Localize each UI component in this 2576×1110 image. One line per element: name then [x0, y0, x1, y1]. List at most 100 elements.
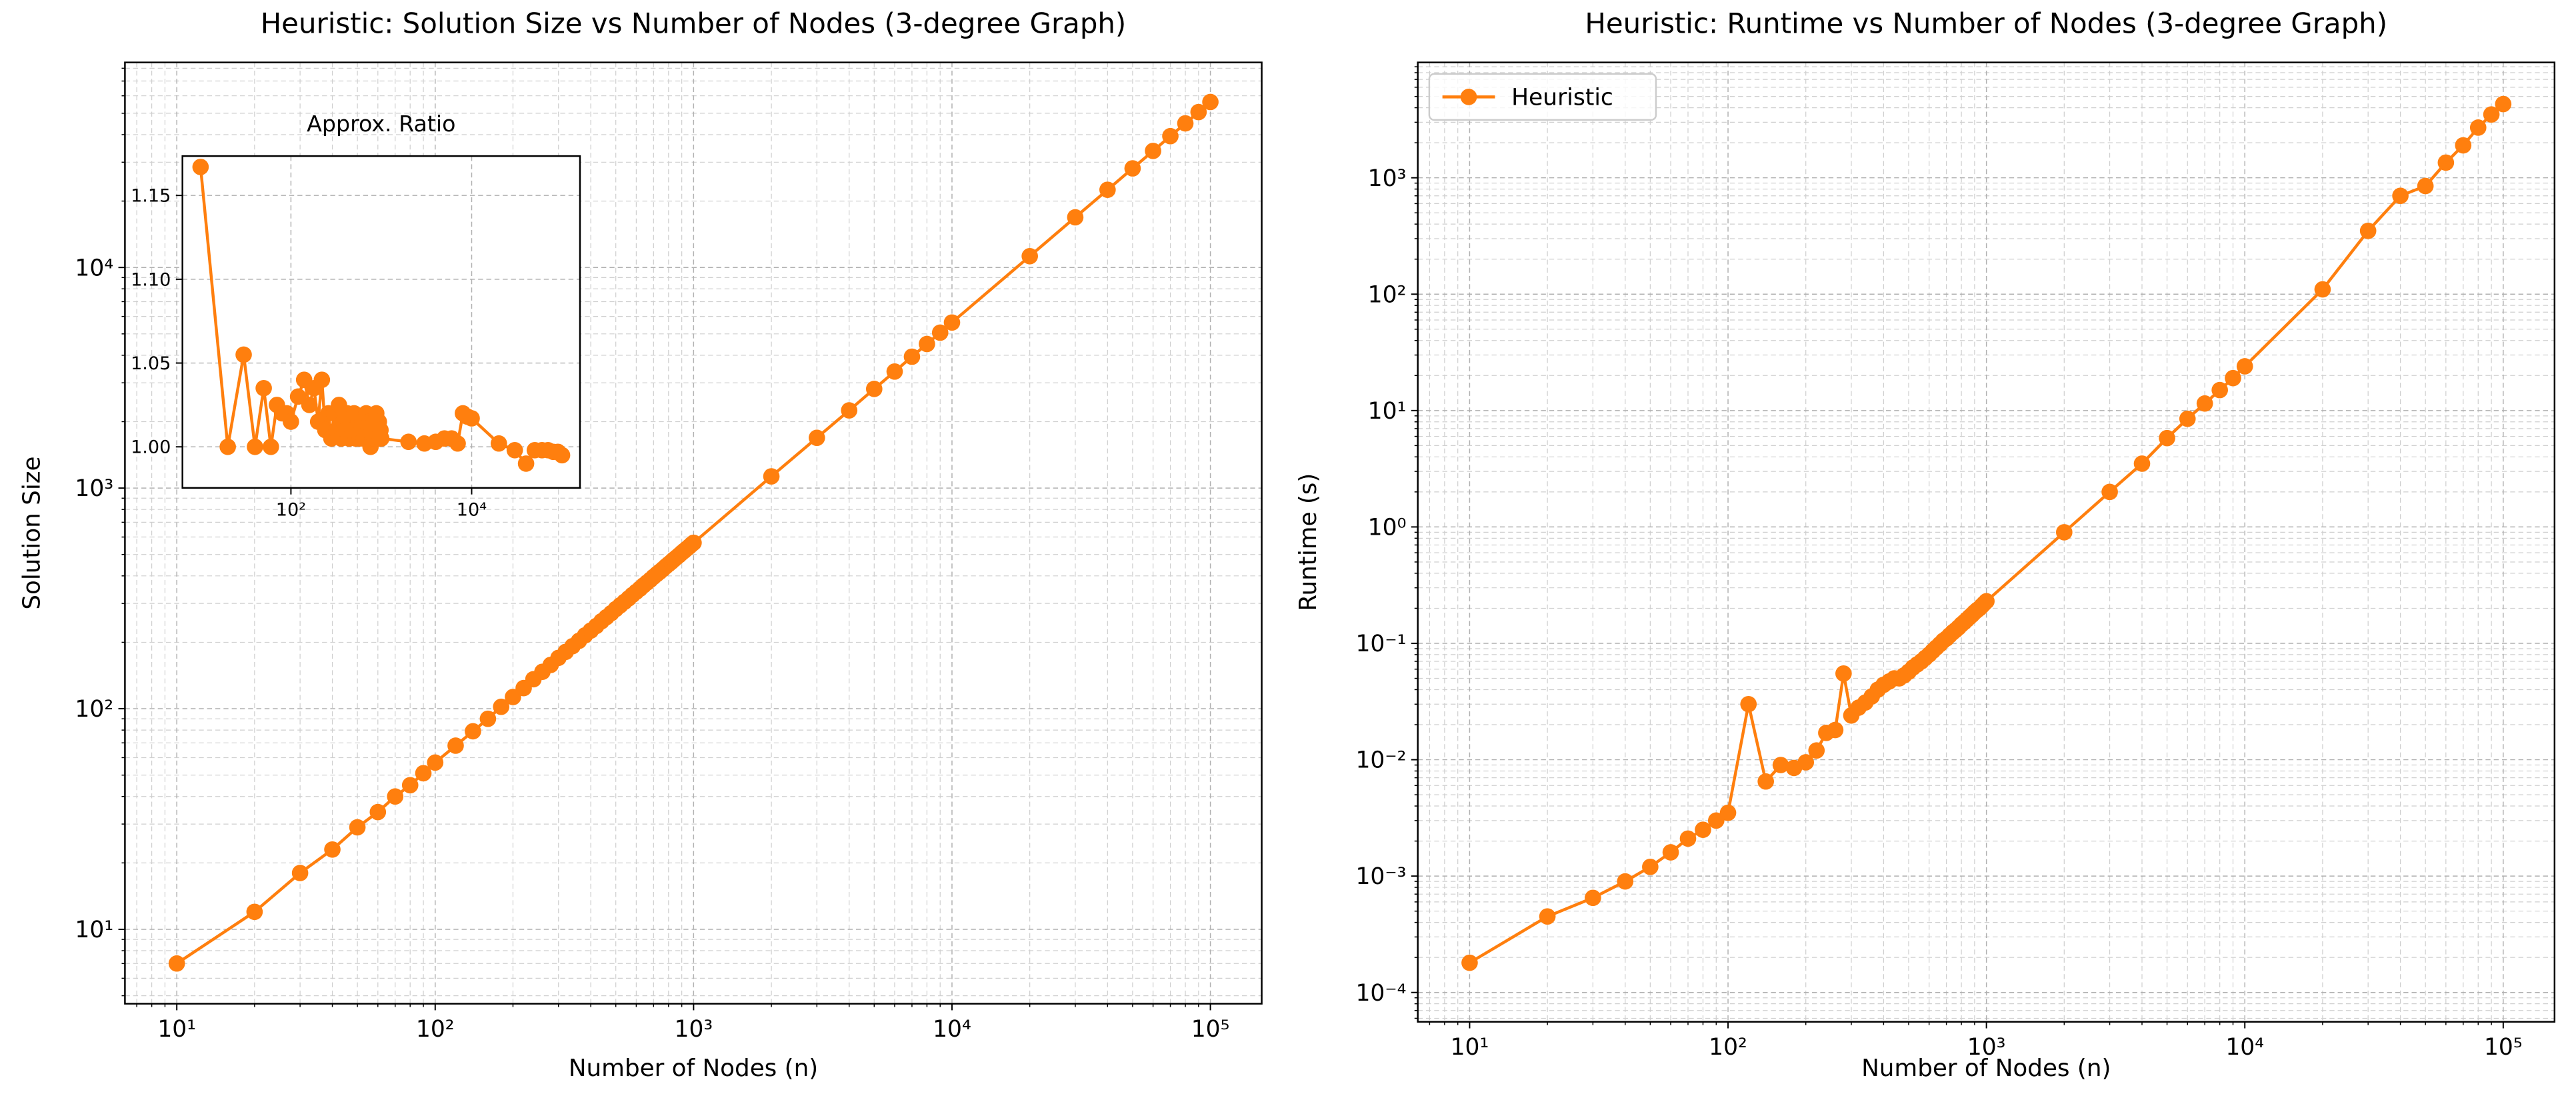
legend-box [1428, 73, 1657, 121]
x-tick-label: 10¹ [157, 1016, 196, 1043]
marker [1162, 127, 1179, 145]
marker [2236, 358, 2253, 375]
marker [2437, 154, 2455, 171]
marker [865, 381, 883, 397]
y-tick-label: 10¹ [1368, 398, 1407, 425]
marker [1835, 665, 1852, 682]
marker [2159, 429, 2175, 447]
x-tick-label: 10³ [1967, 1034, 2006, 1061]
legend-marker [1460, 89, 1477, 105]
marker [2055, 524, 2073, 541]
marker [247, 438, 263, 455]
y-tick-label: 10⁻² [1356, 747, 1407, 774]
marker [463, 410, 480, 427]
marker [400, 433, 417, 451]
marker [465, 723, 481, 740]
axes-frame [124, 61, 1263, 1005]
y-tick-label: 10² [1368, 281, 1407, 308]
marker [1662, 844, 1679, 861]
marker [263, 438, 279, 455]
subplot: 10² 10⁴ 1.00 1.05 1.10 1.15 Approx. Ratio [131, 111, 581, 521]
marker [1617, 873, 1634, 890]
marker [685, 534, 702, 551]
legend-label: Heuristic [1511, 85, 1613, 111]
marker [291, 865, 309, 881]
marker [168, 955, 185, 972]
x-tick-label: 10⁴ [933, 1016, 971, 1043]
x-tick-label: 10⁴ [457, 500, 487, 521]
marker [517, 455, 535, 472]
x-tick-label: 10⁴ [2225, 1034, 2264, 1061]
marker [2392, 187, 2409, 205]
y-tick-label: 10⁴ [75, 255, 113, 281]
y-tick-label: 10⁻⁴ [1356, 980, 1407, 1007]
marker [313, 371, 331, 389]
marker [763, 468, 780, 485]
marker [219, 438, 236, 455]
marker [449, 435, 466, 452]
marker [1177, 115, 1194, 132]
marker [1099, 181, 1116, 198]
marker [841, 402, 858, 419]
marker [427, 754, 444, 771]
x-axis-label: Number of Nodes (n) [1861, 1055, 2111, 1082]
marker [1124, 160, 1141, 177]
x-tick-label: 10² [276, 500, 306, 521]
y-tick-label: 1.10 [131, 269, 171, 290]
marker [1021, 247, 1038, 265]
y-axis-label: Runtime (s) [1295, 473, 1322, 611]
marker [1707, 812, 1725, 829]
marker [1202, 93, 1219, 111]
marker [2314, 281, 2331, 298]
marker [490, 435, 507, 452]
marker [1719, 804, 1737, 821]
marker [2417, 177, 2434, 195]
marker [1757, 773, 1774, 790]
y-tick-label: 1.00 [131, 437, 171, 458]
marker [903, 348, 921, 365]
marker [401, 777, 419, 794]
marker [2455, 137, 2472, 154]
y-tick-label: 10⁰ [1368, 514, 1407, 541]
marker [1145, 143, 1161, 159]
marker [506, 441, 523, 459]
marker [387, 788, 404, 805]
x-tick-label: 10² [416, 1016, 455, 1043]
marker [1067, 209, 1084, 226]
chart-title: Heuristic: Solution Size vs Number of No… [261, 7, 1127, 39]
marker [1827, 721, 1844, 739]
y-tick-label: 1.05 [131, 353, 171, 374]
x-tick-label: 10¹ [1451, 1034, 1489, 1061]
marker [1797, 754, 1815, 771]
marker [2179, 410, 2196, 427]
marker [493, 698, 510, 715]
marker [415, 765, 432, 782]
y-tick-label: 10⁻³ [1356, 863, 1407, 890]
x-tick-label: 10⁵ [2484, 1034, 2523, 1061]
marker [2359, 222, 2377, 239]
subplot: 10¹ 10² 10³ 10⁴ 10⁵ 10⁻⁴ 10⁻³ 10⁻² 10⁻¹ 10⁰ 10¹ 10²… [1295, 7, 2556, 1082]
x-axis-label: Number of Nodes (n) [569, 1055, 818, 1082]
marker [2196, 395, 2213, 412]
y-tick-label: 10³ [1368, 165, 1407, 192]
marker [289, 388, 307, 405]
marker [369, 803, 387, 821]
marker [1695, 821, 1711, 838]
y-tick-label: 10⁻¹ [1356, 631, 1407, 657]
marker [943, 314, 961, 331]
chart-title: Approx. Ratio [307, 111, 455, 137]
marker [2495, 95, 2512, 113]
x-tick-label: 10³ [675, 1016, 713, 1043]
axes-frame [181, 155, 581, 489]
marker [1679, 830, 1697, 847]
axes-frame [1417, 61, 2556, 1023]
marker [1585, 889, 1601, 907]
marker [447, 737, 464, 754]
marker [1808, 742, 1825, 759]
y-tick-label: 10³ [75, 475, 113, 502]
marker [886, 363, 903, 380]
marker [283, 413, 299, 430]
marker [246, 903, 263, 921]
